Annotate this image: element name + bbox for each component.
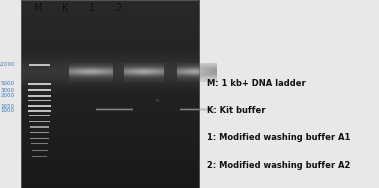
Text: 2: 2 [116,3,122,14]
Bar [30,126,49,127]
Text: 1650: 1650 [0,104,14,109]
Bar [28,100,51,102]
Bar [28,110,51,112]
Text: 5000: 5000 [0,81,14,86]
Text: 1: 1 [89,3,95,14]
Bar [21,0,199,188]
Bar [28,105,51,107]
Bar [29,121,50,122]
Bar [30,132,49,133]
Bar [29,115,50,116]
Bar [29,64,50,66]
Text: 1: Modified washing buffer A1: 1: Modified washing buffer A1 [207,133,350,143]
Bar [31,143,48,144]
Text: 3000: 3000 [0,88,14,93]
Text: K: K [62,3,69,14]
Bar [30,138,49,139]
Text: K: Kit buffer: K: Kit buffer [207,106,265,115]
Bar [28,95,51,97]
Text: 12000: 12000 [0,62,14,67]
Bar [28,89,51,91]
Text: M: M [34,3,43,14]
Text: 2000: 2000 [0,93,14,98]
Text: 1000: 1000 [0,108,14,113]
Point [154,98,160,101]
Text: M: 1 kb+ DNA ladder: M: 1 kb+ DNA ladder [207,79,305,88]
Text: 2: Modified washing buffer A2: 2: Modified washing buffer A2 [207,161,350,170]
Bar [28,83,51,85]
Bar [31,150,47,151]
